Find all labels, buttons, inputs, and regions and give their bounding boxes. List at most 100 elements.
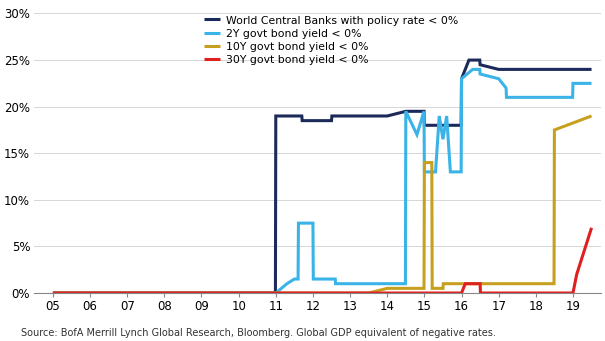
World Central Banks with policy rate < 0% — [272, 114, 280, 118]
World Central Banks with policy rate < 0% — [49, 291, 56, 295]
10Y govt bond yield < 0% — [384, 286, 391, 291]
10Y govt bond yield < 0% — [440, 282, 447, 286]
World Central Banks with policy rate < 0% — [569, 67, 576, 71]
10Y govt bond yield < 0% — [458, 282, 465, 286]
10Y govt bond yield < 0% — [272, 291, 280, 295]
30Y govt bond yield < 0% — [588, 226, 595, 230]
30Y govt bond yield < 0% — [477, 291, 484, 295]
2Y govt bond yield < 0% — [332, 277, 339, 281]
2Y govt bond yield < 0% — [235, 291, 242, 295]
30Y govt bond yield < 0% — [49, 291, 56, 295]
World Central Banks with policy rate < 0% — [465, 58, 473, 62]
World Central Banks with policy rate < 0% — [198, 291, 205, 295]
World Central Banks with policy rate < 0% — [588, 67, 595, 71]
10Y govt bond yield < 0% — [551, 282, 558, 286]
World Central Banks with policy rate < 0% — [87, 291, 94, 295]
2Y govt bond yield < 0% — [384, 282, 391, 286]
World Central Banks with policy rate < 0% — [532, 67, 540, 71]
2Y govt bond yield < 0% — [413, 133, 420, 137]
Line: 10Y govt bond yield < 0%: 10Y govt bond yield < 0% — [53, 116, 592, 293]
2Y govt bond yield < 0% — [477, 72, 484, 76]
World Central Banks with policy rate < 0% — [439, 123, 446, 127]
World Central Banks with policy rate < 0% — [514, 67, 521, 71]
10Y govt bond yield < 0% — [161, 291, 168, 295]
2Y govt bond yield < 0% — [446, 170, 454, 174]
2Y govt bond yield < 0% — [588, 81, 595, 85]
2Y govt bond yield < 0% — [495, 77, 502, 81]
2Y govt bond yield < 0% — [272, 291, 280, 295]
10Y govt bond yield < 0% — [532, 282, 540, 286]
World Central Banks with policy rate < 0% — [477, 63, 484, 67]
2Y govt bond yield < 0% — [328, 277, 335, 281]
World Central Banks with policy rate < 0% — [298, 119, 306, 123]
2Y govt bond yield < 0% — [123, 291, 131, 295]
2Y govt bond yield < 0% — [420, 170, 428, 174]
30Y govt bond yield < 0% — [309, 291, 316, 295]
2Y govt bond yield < 0% — [503, 86, 510, 90]
10Y govt bond yield < 0% — [309, 291, 316, 295]
World Central Banks with policy rate < 0% — [476, 58, 483, 62]
World Central Banks with policy rate < 0% — [329, 114, 336, 118]
2Y govt bond yield < 0% — [87, 291, 94, 295]
10Y govt bond yield < 0% — [123, 291, 131, 295]
10Y govt bond yield < 0% — [198, 291, 205, 295]
30Y govt bond yield < 0% — [462, 282, 469, 286]
10Y govt bond yield < 0% — [420, 161, 428, 165]
2Y govt bond yield < 0% — [469, 67, 476, 71]
10Y govt bond yield < 0% — [428, 161, 436, 165]
10Y govt bond yield < 0% — [365, 291, 372, 295]
2Y govt bond yield < 0% — [476, 67, 483, 71]
10Y govt bond yield < 0% — [347, 291, 354, 295]
30Y govt bond yield < 0% — [235, 291, 242, 295]
30Y govt bond yield < 0% — [477, 282, 484, 286]
World Central Banks with policy rate < 0% — [420, 123, 428, 127]
30Y govt bond yield < 0% — [272, 291, 280, 295]
30Y govt bond yield < 0% — [458, 291, 465, 295]
2Y govt bond yield < 0% — [439, 137, 446, 141]
2Y govt bond yield < 0% — [532, 95, 540, 99]
2Y govt bond yield < 0% — [309, 221, 316, 225]
2Y govt bond yield < 0% — [551, 95, 558, 99]
10Y govt bond yield < 0% — [477, 282, 484, 286]
World Central Banks with policy rate < 0% — [569, 67, 577, 71]
10Y govt bond yield < 0% — [495, 282, 502, 286]
World Central Banks with policy rate < 0% — [458, 77, 465, 81]
10Y govt bond yield < 0% — [235, 291, 242, 295]
2Y govt bond yield < 0% — [503, 95, 510, 99]
Legend: World Central Banks with policy rate < 0%, 2Y govt bond yield < 0%, 10Y govt bon: World Central Banks with policy rate < 0… — [204, 15, 458, 65]
2Y govt bond yield < 0% — [291, 277, 298, 281]
10Y govt bond yield < 0% — [87, 291, 94, 295]
10Y govt bond yield < 0% — [49, 291, 56, 295]
Text: Source: BofA Merrill Lynch Global Research, Bloomberg. Global GDP equivalent of : Source: BofA Merrill Lynch Global Resear… — [21, 328, 496, 338]
30Y govt bond yield < 0% — [123, 291, 131, 295]
World Central Banks with policy rate < 0% — [161, 291, 168, 295]
30Y govt bond yield < 0% — [462, 282, 469, 286]
2Y govt bond yield < 0% — [49, 291, 56, 295]
2Y govt bond yield < 0% — [432, 170, 439, 174]
2Y govt bond yield < 0% — [310, 277, 317, 281]
World Central Banks with policy rate < 0% — [457, 123, 465, 127]
World Central Banks with policy rate < 0% — [347, 114, 354, 118]
2Y govt bond yield < 0% — [451, 170, 458, 174]
World Central Banks with policy rate < 0% — [402, 109, 410, 113]
30Y govt bond yield < 0% — [532, 291, 540, 295]
2Y govt bond yield < 0% — [295, 221, 302, 225]
2Y govt bond yield < 0% — [458, 77, 465, 81]
2Y govt bond yield < 0% — [457, 170, 465, 174]
World Central Banks with policy rate < 0% — [272, 291, 279, 295]
World Central Banks with policy rate < 0% — [123, 291, 131, 295]
10Y govt bond yield < 0% — [588, 114, 595, 118]
2Y govt bond yield < 0% — [436, 114, 443, 118]
2Y govt bond yield < 0% — [347, 282, 354, 286]
10Y govt bond yield < 0% — [428, 286, 436, 291]
World Central Banks with policy rate < 0% — [328, 119, 335, 123]
2Y govt bond yield < 0% — [161, 291, 168, 295]
2Y govt bond yield < 0% — [402, 109, 410, 113]
10Y govt bond yield < 0% — [402, 286, 410, 291]
10Y govt bond yield < 0% — [439, 286, 446, 291]
World Central Banks with policy rate < 0% — [551, 67, 558, 71]
World Central Banks with policy rate < 0% — [420, 109, 428, 113]
World Central Banks with policy rate < 0% — [298, 114, 306, 118]
30Y govt bond yield < 0% — [87, 291, 94, 295]
30Y govt bond yield < 0% — [573, 272, 580, 277]
